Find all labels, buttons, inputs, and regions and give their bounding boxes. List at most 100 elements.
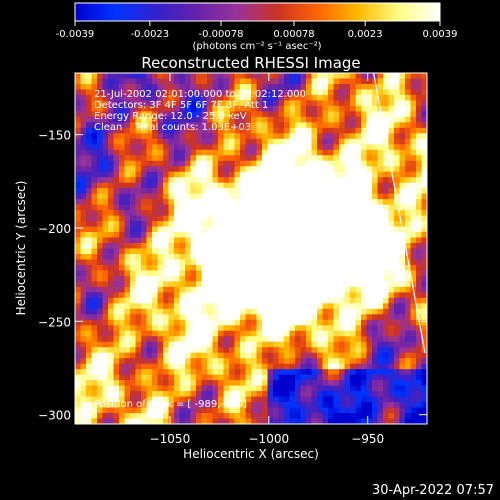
heatmap-cell xyxy=(344,100,351,107)
heatmap-cell xyxy=(388,330,395,337)
heatmap-cell xyxy=(416,297,422,304)
heatmap-cell xyxy=(234,275,241,282)
heatmap-cell xyxy=(80,149,87,156)
heatmap-cell xyxy=(168,281,175,288)
heatmap-cell xyxy=(152,286,158,293)
heatmap-cell xyxy=(355,413,362,419)
heatmap-cell xyxy=(212,138,219,145)
heatmap-cell xyxy=(421,374,427,381)
heatmap-cell xyxy=(234,160,241,167)
heatmap-cell xyxy=(234,144,241,151)
heatmap-cell xyxy=(256,418,263,424)
heatmap-cell xyxy=(344,347,351,354)
heatmap-cell xyxy=(300,83,307,90)
heatmap-cell xyxy=(130,275,136,282)
heatmap-cell xyxy=(190,303,197,310)
heatmap-cell xyxy=(185,73,191,79)
heatmap-cell xyxy=(196,308,202,315)
heatmap-cell xyxy=(80,100,87,107)
heatmap-cell xyxy=(328,127,334,134)
heatmap-cell xyxy=(124,253,131,260)
heatmap-cell xyxy=(146,232,153,238)
heatmap-cell xyxy=(251,138,257,145)
heatmap-cell xyxy=(295,352,301,359)
heatmap-cell xyxy=(190,94,197,101)
heatmap-cell xyxy=(157,155,164,162)
heatmap-cell xyxy=(91,199,98,206)
heatmap-cell xyxy=(273,341,279,348)
heatmap-cell xyxy=(372,374,378,381)
heatmap-cell xyxy=(306,100,312,107)
heatmap-cell xyxy=(344,380,351,387)
heatmap-cell xyxy=(306,78,312,85)
heatmap-cell xyxy=(141,363,147,370)
heatmap-cell xyxy=(295,199,301,206)
heatmap-cell xyxy=(190,215,197,222)
heatmap-cell xyxy=(185,133,191,140)
heatmap-cell xyxy=(306,292,312,299)
heatmap-cell xyxy=(262,155,268,162)
heatmap-cell xyxy=(240,418,246,424)
heatmap-cell xyxy=(157,352,164,359)
heatmap-cell xyxy=(333,100,340,107)
heatmap-cell xyxy=(240,341,246,348)
heatmap-cell xyxy=(185,111,191,118)
heatmap-cell xyxy=(256,286,263,293)
heatmap-area: −1050 −1000 −950−150−200−250−300 xyxy=(38,72,428,446)
heatmap-cell xyxy=(240,292,246,299)
info-time: 21-Jul-2002 02:01:00.000 to 02:02:12.000 xyxy=(94,89,306,100)
heatmap-cell xyxy=(289,303,296,310)
heatmap-cell xyxy=(119,122,125,129)
heatmap-cell xyxy=(86,407,92,414)
heatmap-cell xyxy=(267,177,274,184)
heatmap-cell xyxy=(218,330,224,337)
heatmap-cell xyxy=(234,188,241,195)
heatmap-cell xyxy=(135,358,142,365)
heatmap-cell xyxy=(196,253,202,260)
heatmap-cell xyxy=(157,303,164,310)
heatmap-cell xyxy=(163,160,169,167)
heatmap-cell xyxy=(344,94,351,101)
heatmap-cell xyxy=(317,111,323,118)
heatmap-cell xyxy=(267,237,274,244)
heatmap-cell xyxy=(289,160,296,167)
heatmap-cell xyxy=(97,347,103,354)
heatmap-cell xyxy=(245,391,252,397)
heatmap-cell xyxy=(399,182,406,189)
heatmap-cell xyxy=(366,396,373,403)
heatmap-cell xyxy=(278,94,285,101)
heatmap-cell xyxy=(201,133,208,140)
heatmap-cell xyxy=(355,116,362,123)
heatmap-cell xyxy=(229,248,235,255)
heatmap-cell xyxy=(135,418,142,424)
heatmap-cell xyxy=(267,199,274,206)
heatmap-cell xyxy=(229,89,235,96)
heatmap-cell xyxy=(388,248,395,255)
heatmap-cell xyxy=(240,391,246,397)
heatmap-cell xyxy=(317,369,323,376)
heatmap-cell xyxy=(212,259,219,266)
heatmap-cell xyxy=(355,297,362,304)
heatmap-cell xyxy=(75,259,81,266)
heatmap-cell xyxy=(196,407,202,414)
heatmap-cell xyxy=(130,127,136,134)
heatmap-cell xyxy=(212,374,219,381)
heatmap-cell xyxy=(394,303,400,310)
heatmap-cell xyxy=(174,270,180,277)
heatmap-cell xyxy=(108,78,114,85)
heatmap-cell xyxy=(91,177,98,184)
heatmap-cell xyxy=(179,105,186,112)
heatmap-cell xyxy=(185,380,191,387)
heatmap-cell xyxy=(234,138,241,145)
heatmap-cell xyxy=(102,297,109,304)
heatmap-cell xyxy=(339,308,345,315)
heatmap-cell xyxy=(163,83,169,90)
heatmap-cell xyxy=(251,319,257,326)
heatmap-cell xyxy=(141,292,147,299)
heatmap-cell xyxy=(190,264,197,271)
heatmap-cell xyxy=(410,270,417,277)
heatmap-cell xyxy=(256,155,263,162)
heatmap-cell xyxy=(372,418,378,424)
heatmap-cell xyxy=(289,402,296,408)
heatmap-cell xyxy=(234,122,241,129)
